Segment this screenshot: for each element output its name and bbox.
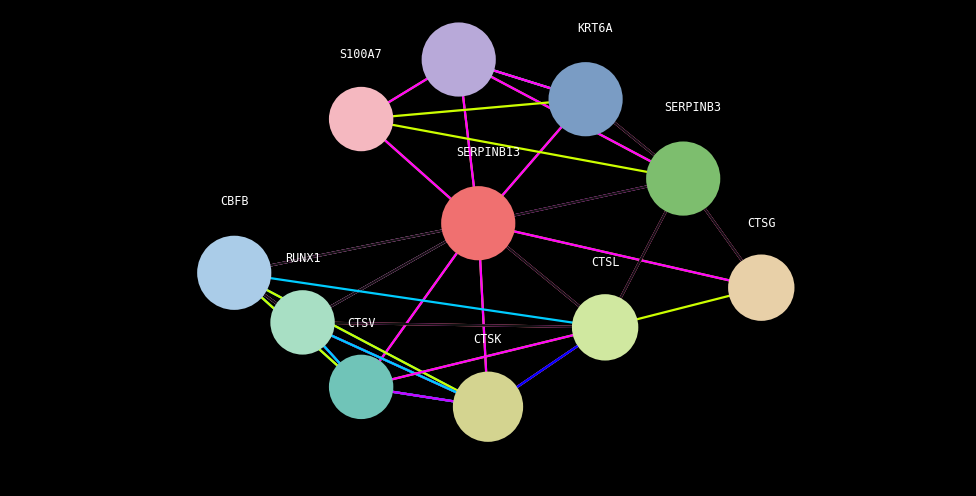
Text: CTSK: CTSK bbox=[473, 333, 503, 346]
Ellipse shape bbox=[646, 141, 720, 216]
Ellipse shape bbox=[441, 186, 515, 260]
Text: S100A7: S100A7 bbox=[340, 48, 383, 61]
Ellipse shape bbox=[329, 355, 393, 419]
Text: CTSG: CTSG bbox=[747, 217, 776, 230]
Text: CTSV: CTSV bbox=[346, 317, 376, 330]
Ellipse shape bbox=[197, 236, 271, 310]
Ellipse shape bbox=[270, 290, 335, 355]
Text: RUNX1: RUNX1 bbox=[285, 252, 320, 265]
Ellipse shape bbox=[572, 294, 638, 361]
Ellipse shape bbox=[453, 372, 523, 442]
Text: CBFB: CBFB bbox=[220, 195, 249, 208]
Text: SERPINB13: SERPINB13 bbox=[456, 146, 520, 159]
Ellipse shape bbox=[549, 62, 623, 136]
Ellipse shape bbox=[422, 22, 496, 97]
Text: CTSL: CTSL bbox=[590, 256, 620, 269]
Text: KRT6A: KRT6A bbox=[578, 22, 613, 35]
Text: SERPINB3: SERPINB3 bbox=[665, 101, 721, 114]
Ellipse shape bbox=[728, 254, 794, 321]
Ellipse shape bbox=[329, 87, 393, 151]
